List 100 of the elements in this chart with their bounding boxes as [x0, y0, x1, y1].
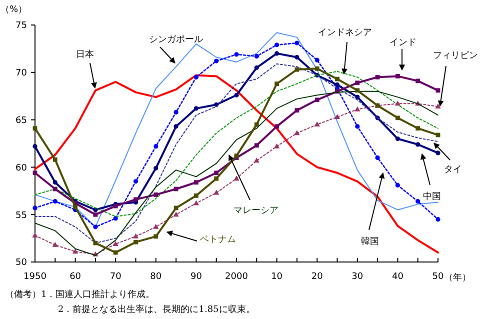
point [416, 142, 420, 147]
text: タイ [444, 165, 462, 175]
y-tick-label: 65 [16, 116, 27, 126]
point [254, 54, 259, 59]
point [314, 98, 320, 102]
point [274, 143, 280, 148]
point [254, 65, 259, 70]
point [154, 234, 158, 239]
point [394, 100, 400, 106]
point [112, 240, 118, 246]
y-tick-label: 70 [16, 68, 28, 79]
point [274, 124, 279, 129]
text: インドネシア [318, 28, 372, 38]
point [194, 106, 198, 111]
point [174, 110, 178, 115]
point [133, 179, 138, 184]
point [294, 40, 300, 46]
point [294, 67, 300, 72]
point [274, 82, 279, 86]
point [214, 176, 219, 181]
x-tick-label: 70 [110, 272, 122, 282]
x-tick-label: 60 [70, 272, 82, 282]
point [294, 108, 300, 113]
point [154, 192, 158, 197]
y-tick-label: 55 [16, 210, 27, 221]
point [334, 114, 340, 119]
point [32, 126, 38, 131]
point [132, 233, 139, 238]
point [314, 122, 320, 127]
point [134, 197, 138, 202]
text: インド [390, 38, 416, 48]
point [416, 199, 420, 204]
x-tick-label: 40 [392, 272, 404, 282]
point [294, 54, 300, 60]
x-tick-label: 90 [190, 272, 202, 282]
point [32, 232, 38, 238]
point [395, 182, 400, 188]
point [375, 155, 380, 160]
text: 日本 [76, 49, 94, 60]
point [214, 190, 220, 195]
point [32, 206, 38, 210]
point [396, 74, 400, 78]
point [153, 224, 159, 229]
text: （備考）1．国連人口推計より作成。 [5, 289, 155, 300]
point [435, 104, 441, 109]
point [334, 82, 340, 88]
point [254, 143, 259, 148]
point [396, 116, 400, 120]
text: 中国 [423, 191, 441, 202]
point [234, 92, 239, 98]
point [375, 74, 380, 80]
point [52, 180, 58, 185]
text: マレーシア [234, 206, 278, 216]
point [154, 166, 158, 170]
point [274, 42, 280, 48]
y-tick-label: 50 [16, 258, 28, 268]
y-tick-label: 60 [16, 163, 28, 174]
point [93, 224, 98, 230]
point [193, 200, 199, 206]
point [335, 76, 340, 82]
series-label: シンガポール [149, 35, 203, 45]
y-tick-label: 75 [16, 21, 27, 32]
y-axis-title: （%） [0, 5, 27, 15]
point [113, 216, 118, 221]
point [93, 212, 98, 217]
point [174, 124, 178, 129]
point [194, 74, 198, 80]
point [52, 157, 58, 162]
point [354, 106, 360, 112]
point [436, 217, 440, 222]
point [254, 122, 259, 127]
point [173, 212, 179, 217]
text: ベトナム [200, 235, 236, 245]
point [52, 242, 58, 247]
text: 2．前提となる出生率は、長期的に1.85に収束。 [58, 304, 255, 315]
point [234, 52, 239, 57]
point [395, 136, 400, 142]
x-tick-label: 20 [311, 272, 324, 282]
x-tick-label: 80 [150, 272, 162, 282]
point [254, 158, 260, 163]
point [355, 80, 360, 86]
point [355, 94, 360, 100]
point [72, 248, 78, 254]
point [355, 124, 360, 129]
point [134, 240, 138, 244]
point [194, 180, 198, 185]
point [234, 176, 240, 181]
x-axis-title: （年） [444, 272, 471, 283]
point [314, 58, 320, 62]
point [294, 130, 300, 136]
point [174, 186, 178, 192]
point [416, 78, 420, 84]
point [274, 51, 280, 56]
point [154, 144, 158, 149]
point [436, 150, 440, 156]
point [355, 88, 360, 93]
point [73, 204, 78, 210]
x-tick-label: 2000 [225, 272, 248, 282]
point [194, 193, 198, 198]
point [113, 250, 118, 255]
